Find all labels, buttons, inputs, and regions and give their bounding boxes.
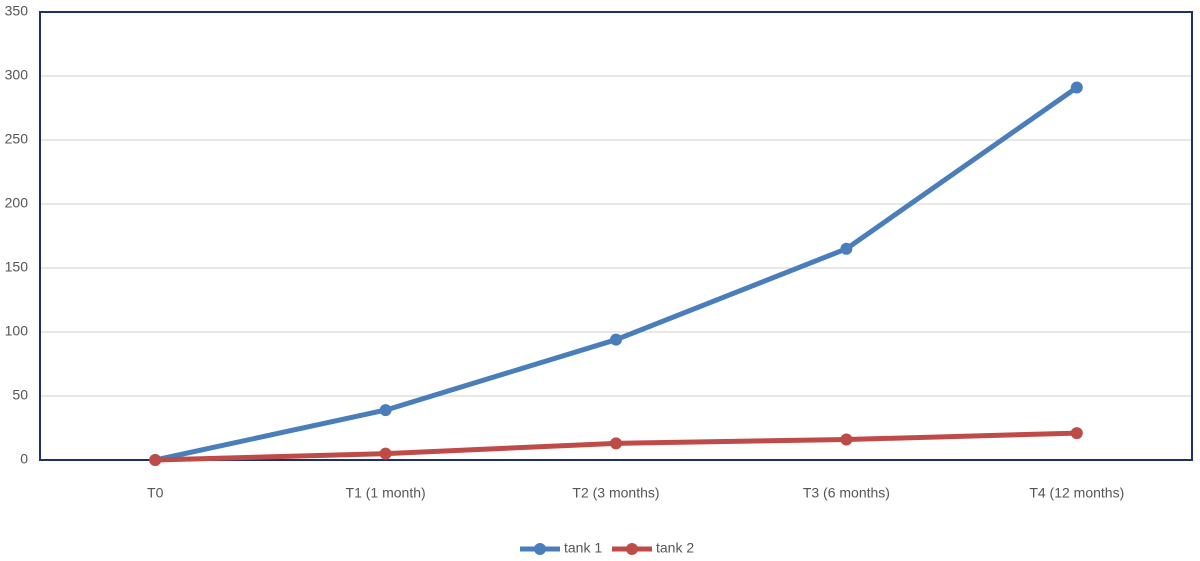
legend-marker: [534, 543, 546, 555]
y-tick-label: 50: [12, 387, 28, 403]
marker: [610, 333, 622, 346]
marker: [379, 447, 392, 460]
y-tick-label: 200: [5, 195, 29, 211]
plot-frame: [39, 11, 1193, 461]
y-tick-label: 350: [5, 3, 29, 19]
legend-label: tank 1: [564, 540, 602, 556]
marker: [1070, 81, 1083, 94]
marker: [610, 437, 622, 450]
x-tick-label: T4 (12 months): [1029, 485, 1124, 501]
legend-label: tank 2: [656, 540, 694, 556]
marker: [840, 242, 853, 255]
x-tick-label: T2 (3 months): [572, 485, 659, 501]
y-tick-label: 150: [5, 259, 29, 275]
x-tick-label: T1 (1 month): [346, 485, 426, 501]
y-tick-label: 0: [20, 451, 28, 467]
series-line: [152, 85, 1080, 463]
y-tick-label: 100: [5, 323, 29, 339]
marker: [149, 454, 162, 466]
y-tick-label: 250: [5, 131, 29, 147]
marker: [1070, 427, 1083, 440]
x-tick-label: T0: [147, 485, 164, 501]
y-tick-label: 300: [5, 67, 29, 83]
marker: [840, 433, 853, 446]
legend-marker: [626, 543, 638, 555]
x-tick-label: T3 (6 months): [803, 485, 890, 501]
marker: [379, 404, 392, 417]
